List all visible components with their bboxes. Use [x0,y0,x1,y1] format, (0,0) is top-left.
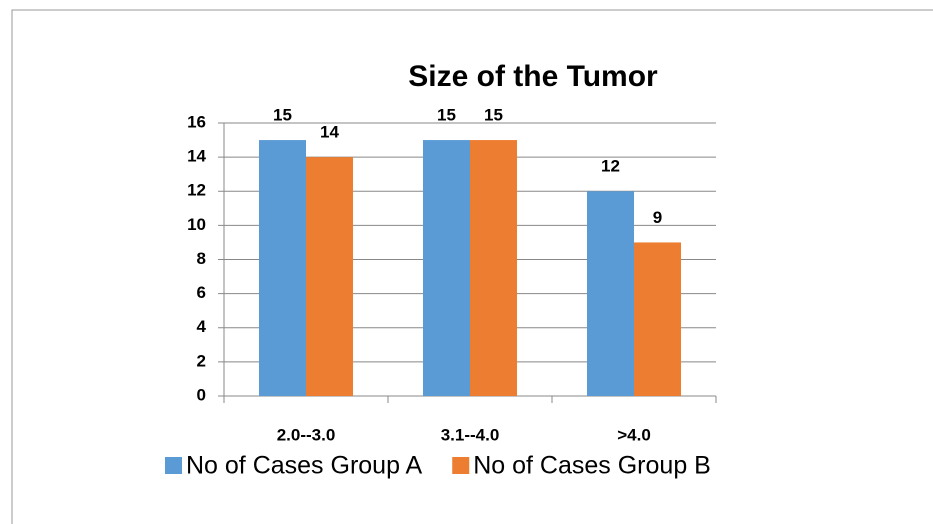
data-label: 15 [273,106,292,125]
legend-swatch [165,457,182,474]
y-tick-label: 6 [197,283,206,302]
bar [423,140,470,396]
legend-label: No of Cases Group B [473,452,711,480]
data-label: 15 [437,106,456,125]
x-tick-label: 3.1--4.0 [441,425,500,444]
y-tick-label: 10 [187,215,206,234]
chart-title: Size of the Tumor [408,60,658,93]
data-label: 9 [653,208,662,227]
y-tick-label: 4 [197,317,207,336]
data-label: 14 [320,123,339,142]
data-label: 15 [484,106,503,125]
bar [259,140,306,396]
y-tick-label: 14 [187,147,206,166]
bar [470,140,517,396]
bar [634,242,681,396]
y-tick-label: 8 [197,249,206,268]
y-tick-label: 2 [197,351,206,370]
y-tick-label: 12 [187,181,206,200]
y-tick-label: 0 [197,385,206,404]
legend-label: No of Cases Group A [186,452,423,480]
bar [306,157,353,396]
bar [587,191,634,396]
x-tick-label: >4.0 [617,425,651,444]
legend-swatch [452,457,470,474]
data-label: 12 [601,157,620,176]
x-tick-label: 2.0--3.0 [277,425,336,444]
y-tick-label: 16 [187,112,206,131]
